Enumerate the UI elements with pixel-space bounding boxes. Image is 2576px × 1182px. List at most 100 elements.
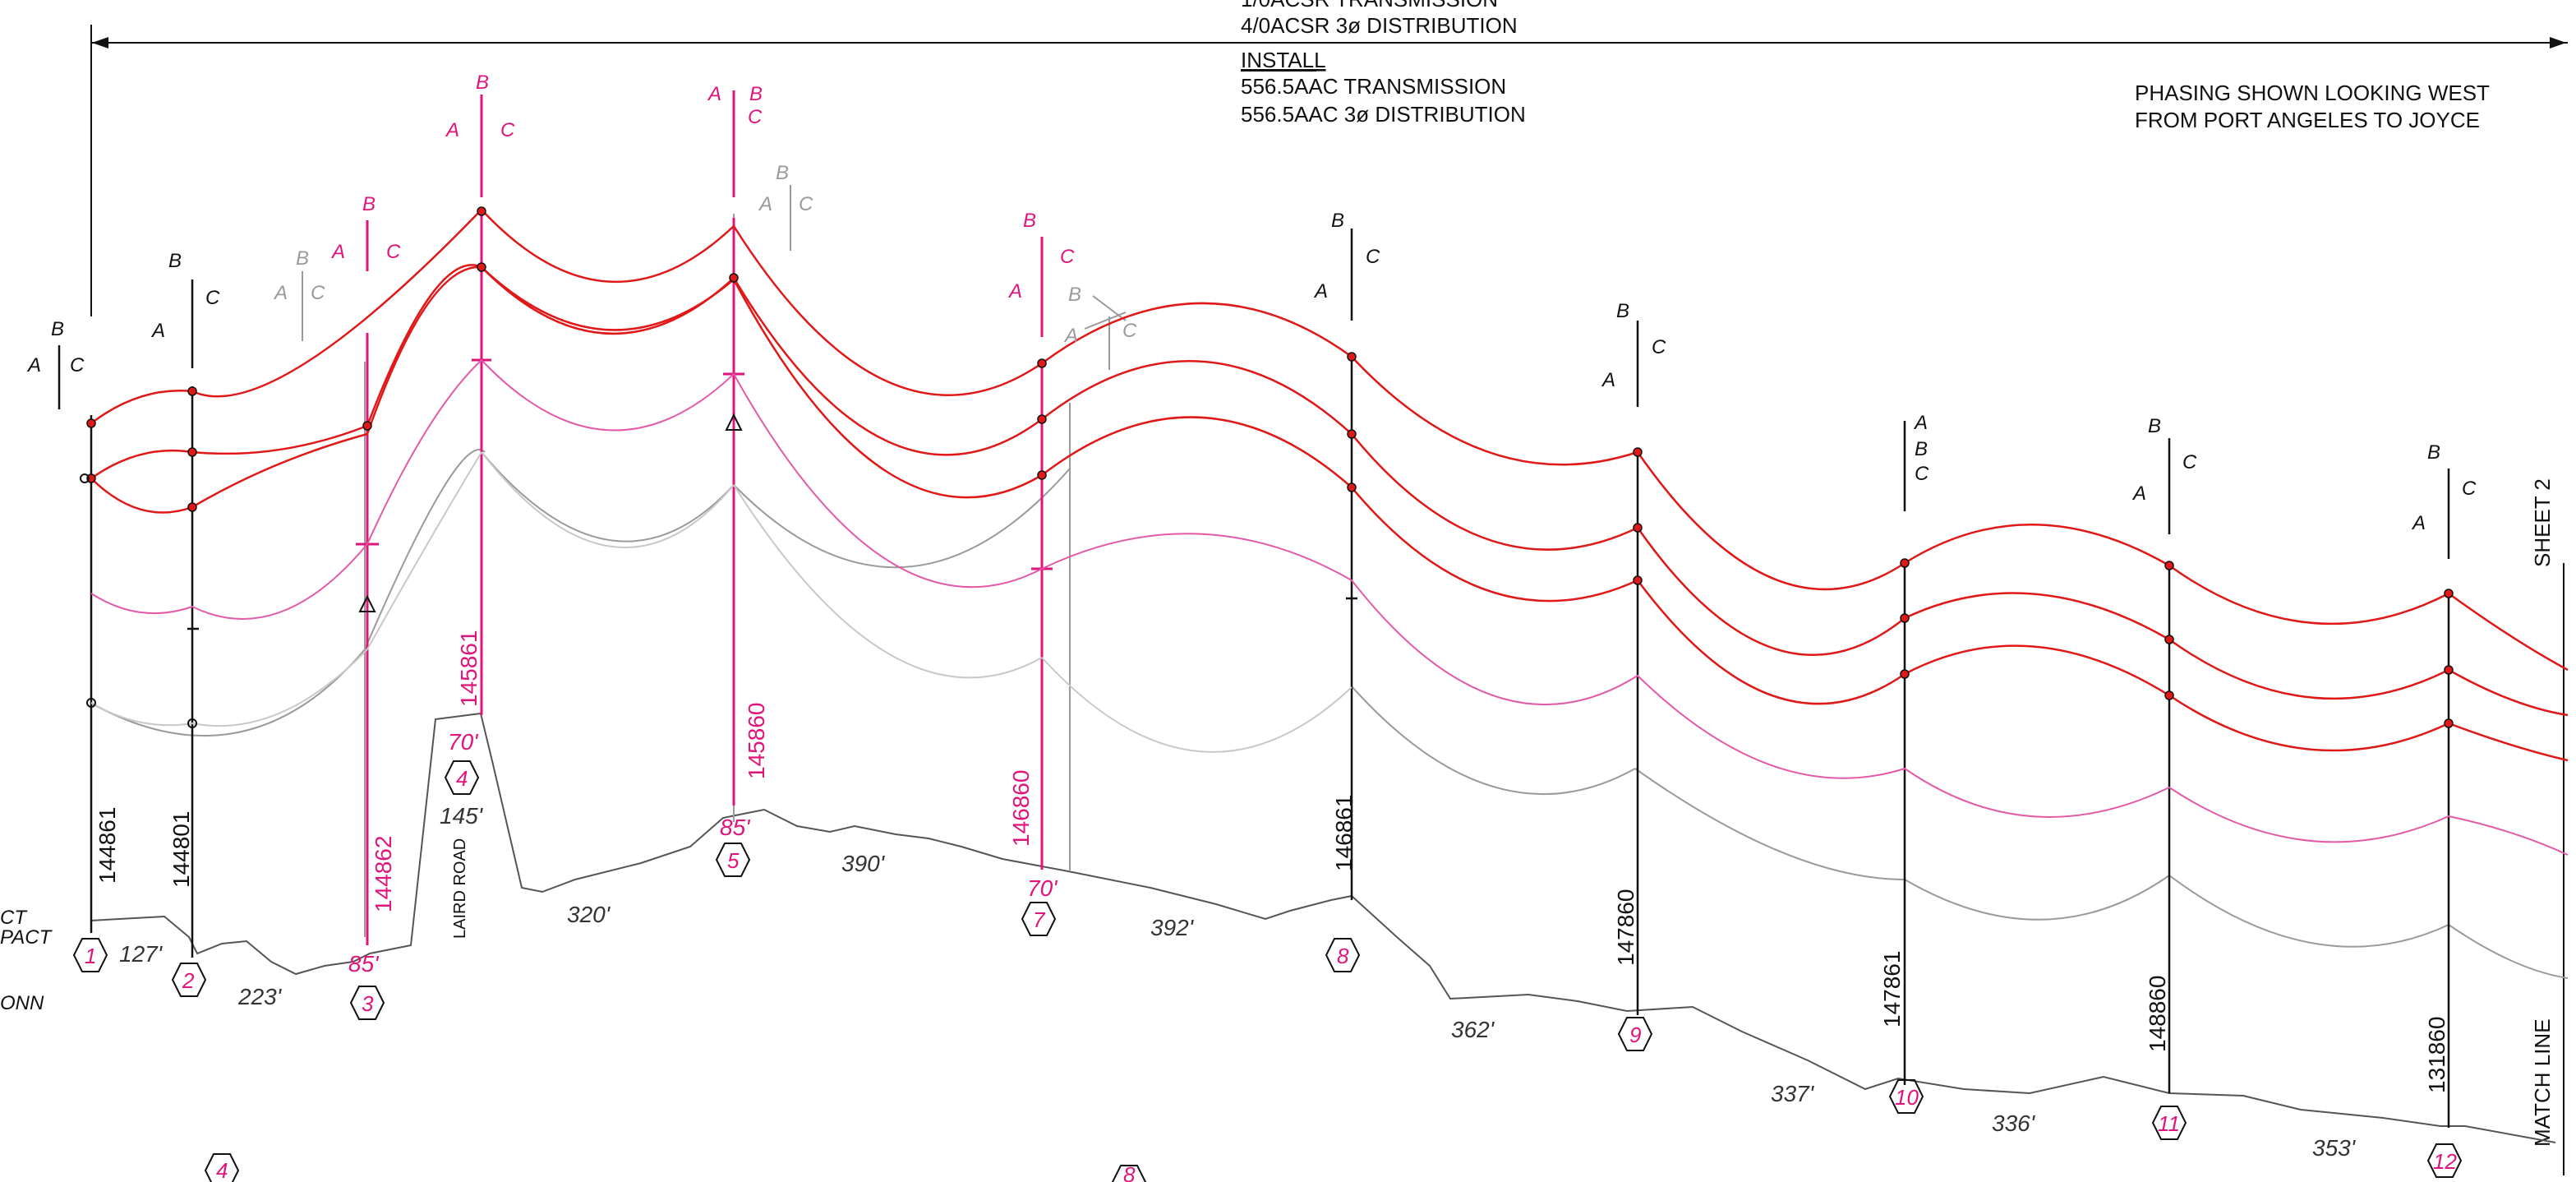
svg-text:A: A [26, 354, 41, 376]
pole-height: 85' [720, 815, 751, 840]
svg-text:144861: 144861 [94, 807, 120, 884]
match-line-label: MATCH LINE [2530, 1018, 2555, 1147]
svg-text:A: A [707, 83, 721, 105]
svg-text:C: C [2462, 478, 2477, 500]
existing-circuit [90, 451, 1353, 753]
svg-text:C: C [205, 287, 220, 309]
svg-text:A: A [1601, 369, 1615, 391]
svg-text:C: C [1060, 246, 1075, 268]
span-lengths: 127' 223' 145' 320' 390' 392' 362' 337' … [119, 803, 2357, 1161]
svg-text:A: A [2411, 512, 2426, 534]
svg-text:353': 353' [2312, 1135, 2357, 1161]
svg-text:4: 4 [456, 766, 468, 791]
svg-text:C: C [1122, 320, 1137, 342]
svg-text:145860: 145860 [744, 703, 769, 779]
install-transmission-note: 556.5AAC TRANSMISSION [1241, 74, 1506, 99]
svg-text:223': 223' [237, 984, 283, 1009]
svg-text:8: 8 [1123, 1162, 1136, 1182]
pole-height: 70' [1027, 875, 1058, 901]
svg-text:C: C [500, 119, 515, 141]
structure-numbers: 1 2 3 4 5 7 8 9 10 11 12 4 8 [85, 766, 2457, 1182]
install-distribution-note: 556.5AAC 3ø DISTRIBUTION [1241, 102, 1526, 127]
svg-text:390': 390' [841, 851, 886, 876]
left-edge-fragment: PACT [0, 926, 53, 949]
svg-text:5: 5 [727, 848, 740, 873]
svg-text:3: 3 [362, 991, 374, 1016]
existing-poles [90, 355, 2450, 1128]
svg-text:A: A [758, 193, 772, 215]
distribution-new [90, 358, 2569, 856]
svg-text:C: C [70, 354, 85, 376]
svg-text:1: 1 [85, 944, 96, 968]
svg-text:A: A [273, 282, 288, 304]
svg-text:B: B [476, 72, 489, 94]
svg-text:C: C [1652, 336, 1666, 358]
existing-transmission-note: 1/0ACSR TRANSMISSION [1241, 0, 1498, 12]
svg-text:B: B [168, 250, 182, 272]
svg-text:A: A [150, 320, 165, 342]
svg-text:B: B [296, 247, 309, 270]
svg-text:B: B [1331, 210, 1344, 232]
attachment-points [86, 206, 2454, 728]
svg-text:336': 336' [1992, 1110, 2036, 1136]
svg-text:C: C [386, 241, 401, 263]
svg-text:B: B [2148, 415, 2161, 437]
install-heading: INSTALL [1241, 48, 1326, 72]
svg-text:145': 145' [440, 803, 484, 829]
svg-text:A: A [1313, 280, 1328, 302]
svg-text:B: B [362, 193, 376, 215]
svg-text:2: 2 [182, 968, 195, 993]
svg-text:148860: 148860 [2145, 976, 2170, 1052]
svg-text:144801: 144801 [168, 811, 194, 888]
pole-ids: 144861 144801 144862 145861 145860 14686… [94, 630, 2449, 1093]
phase-labels: B A C B C A B A C B A C B A C A B C B A … [26, 72, 2477, 534]
svg-text:B: B [51, 318, 64, 340]
svg-text:B: B [776, 162, 789, 184]
road-label: LAIRD ROAD [451, 838, 469, 939]
svg-text:A: A [1007, 280, 1022, 302]
svg-text:146860: 146860 [1008, 770, 1034, 847]
svg-text:B: B [1915, 438, 1928, 460]
pole-height: 70' [448, 729, 479, 755]
svg-text:144862: 144862 [371, 836, 396, 912]
phasing-note-line2: FROM PORT ANGELES TO JOYCE [2135, 108, 2480, 132]
svg-text:B: B [749, 83, 763, 105]
svg-text:B: B [1023, 210, 1036, 232]
conductors [90, 209, 2569, 762]
svg-text:9: 9 [1629, 1023, 1641, 1047]
svg-text:127': 127' [119, 941, 164, 967]
phasing-note-line1: PHASING SHOWN LOOKING WEST [2135, 81, 2490, 105]
hardware-dots [80, 473, 197, 728]
phase-diagrams [58, 229, 2450, 559]
ground-profile [90, 712, 2556, 1143]
svg-text:10: 10 [1895, 1085, 1919, 1110]
svg-text:B: B [1616, 300, 1629, 322]
phase-diagrams-new [366, 90, 1044, 337]
sheet-label: SHEET 2 [2530, 478, 2555, 567]
svg-text:147860: 147860 [1613, 889, 1638, 966]
svg-text:C: C [1366, 246, 1380, 268]
header-dimension-arrow [90, 25, 2568, 316]
svg-text:A: A [2131, 482, 2146, 505]
svg-text:320': 320' [567, 902, 611, 927]
svg-text:C: C [799, 193, 813, 215]
svg-text:C: C [748, 106, 763, 128]
svg-text:392': 392' [1150, 915, 1195, 940]
svg-text:131860: 131860 [2424, 1017, 2449, 1093]
svg-text:C: C [311, 282, 325, 304]
svg-text:4: 4 [216, 1158, 228, 1182]
svg-text:B: B [1068, 284, 1081, 306]
left-edge-fragment: ONN [0, 992, 44, 1014]
structure-number-hexagons [72, 760, 2463, 1182]
removed-structures [90, 185, 2569, 979]
svg-text:12: 12 [2433, 1149, 2457, 1174]
existing-distribution-note: 4/0ACSR 3ø DISTRIBUTION [1241, 13, 1518, 38]
svg-text:C: C [2182, 451, 2197, 473]
svg-text:147861: 147861 [1879, 951, 1905, 1027]
left-edge-fragment: CT [0, 907, 28, 929]
svg-text:362': 362' [1451, 1017, 1495, 1042]
svg-text:C: C [1915, 463, 1929, 485]
pole-height: 85' [348, 951, 380, 977]
svg-text:146861: 146861 [1331, 795, 1357, 871]
